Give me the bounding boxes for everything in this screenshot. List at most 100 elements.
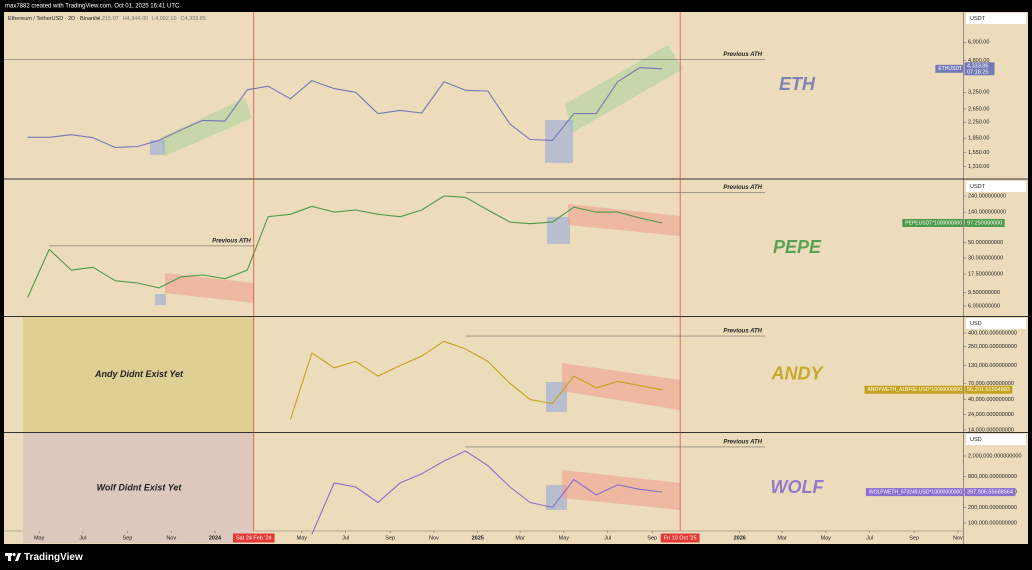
price-tag: PEPEUSDT*1000000000 97.250000000 (902, 218, 1005, 227)
x-tick-label: 2026 (734, 535, 746, 541)
asset-label: ANDY (770, 363, 824, 383)
price-tag: ANDYWETH_A1BF0E.USD*10000000000 56,201.51… (864, 385, 1013, 394)
unit-label: USDT (970, 16, 986, 22)
ohlc-value: O4,215.07 (93, 16, 119, 22)
asset-label: WOLF (771, 477, 825, 497)
price-line (311, 450, 663, 535)
tag-symbol-box (865, 488, 963, 497)
tag-symbol-box (902, 218, 963, 227)
price-tag: WOLFWETH_673249.USD*10000000000 397,906.5… (865, 488, 1016, 497)
down-channel (562, 470, 680, 510)
ath-label: Previous ATH (723, 440, 762, 446)
y-tick-label: 800,000.000000000 (968, 474, 1017, 480)
x-tick-label: Sep (909, 535, 919, 541)
y-tick-label: 1,550.00 (968, 150, 989, 156)
logo-slash (15, 553, 21, 561)
y-tick-label: 70,000.000000000 (968, 381, 1014, 387)
tag-symbol-box (935, 64, 963, 73)
x-tick-label: May (297, 535, 308, 541)
y-tick-label: 1,310.00 (968, 164, 989, 170)
x-tick-label: Jul (79, 535, 86, 541)
x-tick-label: Nov (429, 535, 439, 541)
tag-value-box (964, 62, 995, 76)
y-tick-label: 17.500000000 (968, 272, 1003, 278)
tag-symbol: WOLFWETH_673249.USD*10000000000 (869, 489, 962, 495)
asset-label: PEPE (773, 237, 822, 257)
unit-box (966, 13, 1026, 24)
logo (5, 552, 21, 561)
not-existing-area (23, 317, 254, 432)
accumulation-box (546, 382, 567, 412)
symbol-title: Ethereum / TetherUSD · 2D · Binance (8, 16, 100, 22)
brand: TradingView (24, 552, 83, 563)
date-marker: Sat 24 Feb '24 (232, 533, 275, 543)
x-tick-label: Mar (515, 535, 525, 541)
unit-box (966, 318, 1026, 329)
tag-value: 397,906.55688564 (967, 490, 1013, 496)
date-marker-box (232, 533, 275, 543)
x-tick-label: May (559, 535, 570, 541)
x-tick-label: Jul (342, 535, 349, 541)
tag-timer: 07:18:25 (967, 69, 988, 75)
ath-label: Previous ATH (723, 185, 762, 191)
ath-label: Previous ATH (723, 52, 762, 58)
asset-label: ETH (779, 74, 816, 94)
tag-value: 4,333.86 (967, 63, 988, 69)
y-tick-label: 50.000000000 (968, 240, 1003, 246)
pane-note: Wolf Didnt Exist Yet (97, 482, 183, 492)
up-channel (160, 98, 252, 156)
tag-value-box (964, 218, 1005, 227)
y-tick-label: 14,000.000000000 (968, 427, 1014, 433)
credit: max7882 created with TradingView.com, Oc… (5, 4, 180, 10)
x-tick-label: Nov (953, 535, 963, 541)
x-tick-label: Nov (166, 535, 176, 541)
x-tick-label: Sep (123, 535, 133, 541)
tag-value: 56,201.51504983 (967, 387, 1010, 393)
x-tick-label: Sep (647, 535, 657, 541)
x-tick-label: Sep (385, 535, 395, 541)
y-tick-label: 6,000.00 (968, 40, 989, 46)
tag-value: 97.250000000 (967, 220, 1002, 226)
ohlc-value: C4,333.85 (181, 16, 206, 22)
accumulation-box (546, 485, 567, 510)
price-line (27, 195, 663, 298)
price-line (27, 67, 663, 149)
tag-symbol-box (864, 385, 963, 394)
y-tick-label: 130,000.000000000 (968, 363, 1017, 369)
pane-note: Andy Didnt Exist Yet (94, 369, 184, 379)
tag-symbol: ANDYWETH_A1BF0E.USD*10000000000 (868, 387, 963, 393)
unit-box (966, 181, 1026, 192)
logo-dot (12, 552, 16, 557)
tag-value-box (964, 488, 1016, 497)
unit-label: USD (970, 321, 982, 327)
down-channel (165, 273, 254, 303)
date-marker-label: Fri 10 Oct '25 (664, 535, 697, 541)
unit-label: USD (970, 437, 982, 443)
up-channel (565, 45, 683, 133)
logo-stem (8, 553, 11, 561)
x-tick-label: 2025 (472, 535, 484, 541)
x-tick-label: 2024 (209, 535, 222, 541)
accumulation-box (545, 120, 573, 163)
ath-label: Previous ATH (723, 329, 762, 335)
y-tick-label: 200,000.000000000 (968, 505, 1017, 511)
date-marker-box (660, 533, 700, 543)
unit-box (966, 434, 1026, 445)
ohlc-value: H4,344.00 (123, 16, 148, 22)
y-tick-label: 250,000.000000000 (968, 344, 1017, 350)
date-marker: Fri 10 Oct '25 (660, 533, 700, 543)
ohlc-values: O4,215.07 H4,344.00 L4,092.10 C4,333.85 (93, 16, 206, 22)
y-tick-label: 240.000000000 (968, 193, 1006, 199)
unit-label: USDT (970, 184, 986, 190)
y-tick-label: 2,000,000.000000000 (968, 453, 1022, 459)
x-tick-label: May (821, 535, 832, 541)
y-tick-label: 40,000.000000000 (968, 397, 1014, 403)
y-tick-label: 2,650.00 (968, 106, 989, 112)
ohlc-value: L4,092.10 (152, 16, 176, 22)
y-tick-label: 100,000.000000000 (968, 520, 1017, 526)
x-tick-label: Jul (866, 535, 873, 541)
ath-label: Previous ATH (212, 239, 251, 245)
tag-value-box (964, 385, 1013, 394)
